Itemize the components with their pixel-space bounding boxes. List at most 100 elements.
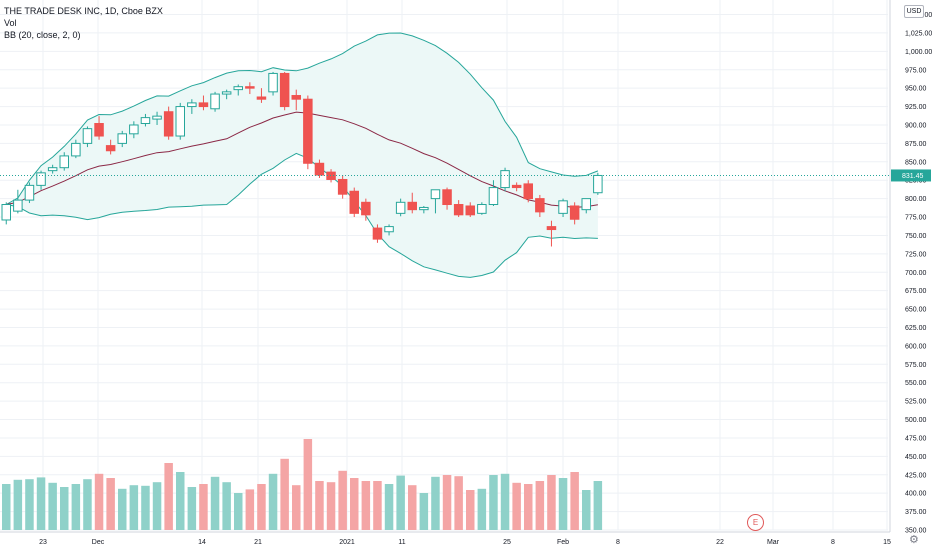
price-tick-label: 725.00 (905, 251, 927, 258)
price-tick-label: 525.00 (905, 399, 927, 406)
bollinger-bands (6, 32, 599, 278)
candle-body (245, 86, 255, 89)
volume-bar (60, 487, 69, 530)
price-tick-label: 850.00 (905, 159, 927, 166)
price-tick-label: 875.00 (905, 141, 927, 148)
candle-body (117, 133, 127, 144)
x-tick-label: 21 (254, 539, 262, 546)
volume-bar (176, 472, 185, 530)
x-tick-label: 15 (883, 539, 891, 546)
candle-body (546, 226, 557, 231)
volume-indicator-label[interactable]: Vol (4, 18, 17, 28)
candle-body (268, 72, 278, 93)
candle-body (419, 206, 429, 211)
volume-bar (408, 485, 417, 530)
volume-bar (326, 482, 336, 530)
x-tick-label: 8 (831, 539, 835, 546)
price-tick-label: 975.00 (905, 67, 927, 74)
chart-legend: THE TRADE DESK INC, 1D, Cboe BZX Vol BB … (4, 5, 163, 41)
volume-bar (500, 473, 510, 530)
candle-body (105, 145, 116, 152)
candle-body (13, 199, 23, 212)
price-tick-label: 450.00 (905, 454, 927, 461)
volume-bars (2, 439, 603, 530)
volume-bar (210, 476, 220, 530)
candle-body (1, 204, 11, 221)
candle-body (558, 200, 568, 214)
volume-bar (164, 463, 173, 530)
volume-bar (384, 484, 394, 530)
x-tick-label: Mar (767, 539, 780, 546)
volume-bar (25, 479, 34, 530)
volume-bar (257, 484, 266, 530)
volume-bar (512, 482, 521, 530)
candle-body (198, 102, 209, 108)
candle-body (140, 117, 151, 125)
price-tick-label: 925.00 (905, 104, 927, 111)
last-price-label: 831.45 (902, 173, 924, 180)
volume-bar (547, 475, 556, 530)
price-tick-label: 600.00 (905, 343, 927, 350)
candle-body (233, 86, 243, 91)
candle-body (523, 183, 533, 200)
price-tick-label: 575.00 (905, 362, 927, 369)
gear-icon[interactable]: ⚙ (909, 534, 919, 546)
volume-bar (431, 476, 440, 530)
candle-body (430, 189, 441, 200)
candle-body (187, 102, 197, 108)
x-tick-label: 2021 (339, 539, 355, 546)
lower-band-line (6, 152, 598, 278)
x-tick-label: Feb (557, 539, 569, 546)
candle-body (395, 201, 406, 214)
candle-body (500, 170, 510, 189)
candle-body (47, 167, 58, 172)
last-price-badge (891, 169, 931, 182)
candle-body (361, 201, 371, 216)
candle-body (442, 189, 452, 206)
candle-body (36, 172, 46, 186)
price-tick-label: 700.00 (905, 270, 927, 277)
volume-bar (13, 479, 23, 530)
volume-bar (466, 490, 475, 530)
earnings-marker[interactable]: E (747, 514, 764, 531)
candle-body (291, 95, 301, 100)
volume-bar (524, 484, 533, 530)
volume-bar (71, 484, 81, 530)
price-tick-label: 375.00 (905, 509, 927, 516)
volume-bar (292, 485, 301, 530)
currency-badge[interactable]: USD (904, 5, 924, 18)
volume-bar (442, 475, 452, 530)
price-tick-label: 625.00 (905, 325, 927, 332)
candle-body (210, 93, 220, 110)
volume-bar (489, 475, 498, 530)
volume-bar (83, 479, 92, 530)
price-tick-label: 675.00 (905, 288, 927, 295)
band-fill (6, 33, 598, 278)
volume-bar (36, 477, 46, 530)
price-tick-label: 550.00 (905, 380, 927, 387)
price-tick-label: 650.00 (905, 307, 927, 314)
volume-bar (129, 485, 139, 530)
x-tick-label: 11 (398, 539, 405, 546)
bollinger-indicator-label[interactable]: BB (20, close, 2, 0) (4, 30, 81, 40)
candle-body (384, 226, 394, 233)
candle-body (256, 96, 267, 100)
candle-body (581, 198, 591, 211)
price-tick-label: 800.00 (905, 196, 927, 203)
candle-body (175, 106, 185, 137)
volume-bar (141, 485, 150, 530)
volume-bar (361, 481, 371, 530)
price-tick-label: 400.00 (905, 491, 927, 498)
volume-bar (199, 484, 208, 530)
candle-body (535, 198, 545, 213)
price-tick-label: 425.00 (905, 472, 927, 479)
price-tick-label: 1,000.00 (905, 49, 932, 56)
symbol-title[interactable]: THE TRADE DESK INC, 1D, Cboe BZX (4, 6, 163, 16)
volume-bar (350, 478, 359, 530)
volume-bar (94, 473, 104, 530)
candle-body (163, 111, 174, 137)
candle-body (129, 124, 139, 135)
price-tick-label: 350.00 (905, 528, 927, 535)
